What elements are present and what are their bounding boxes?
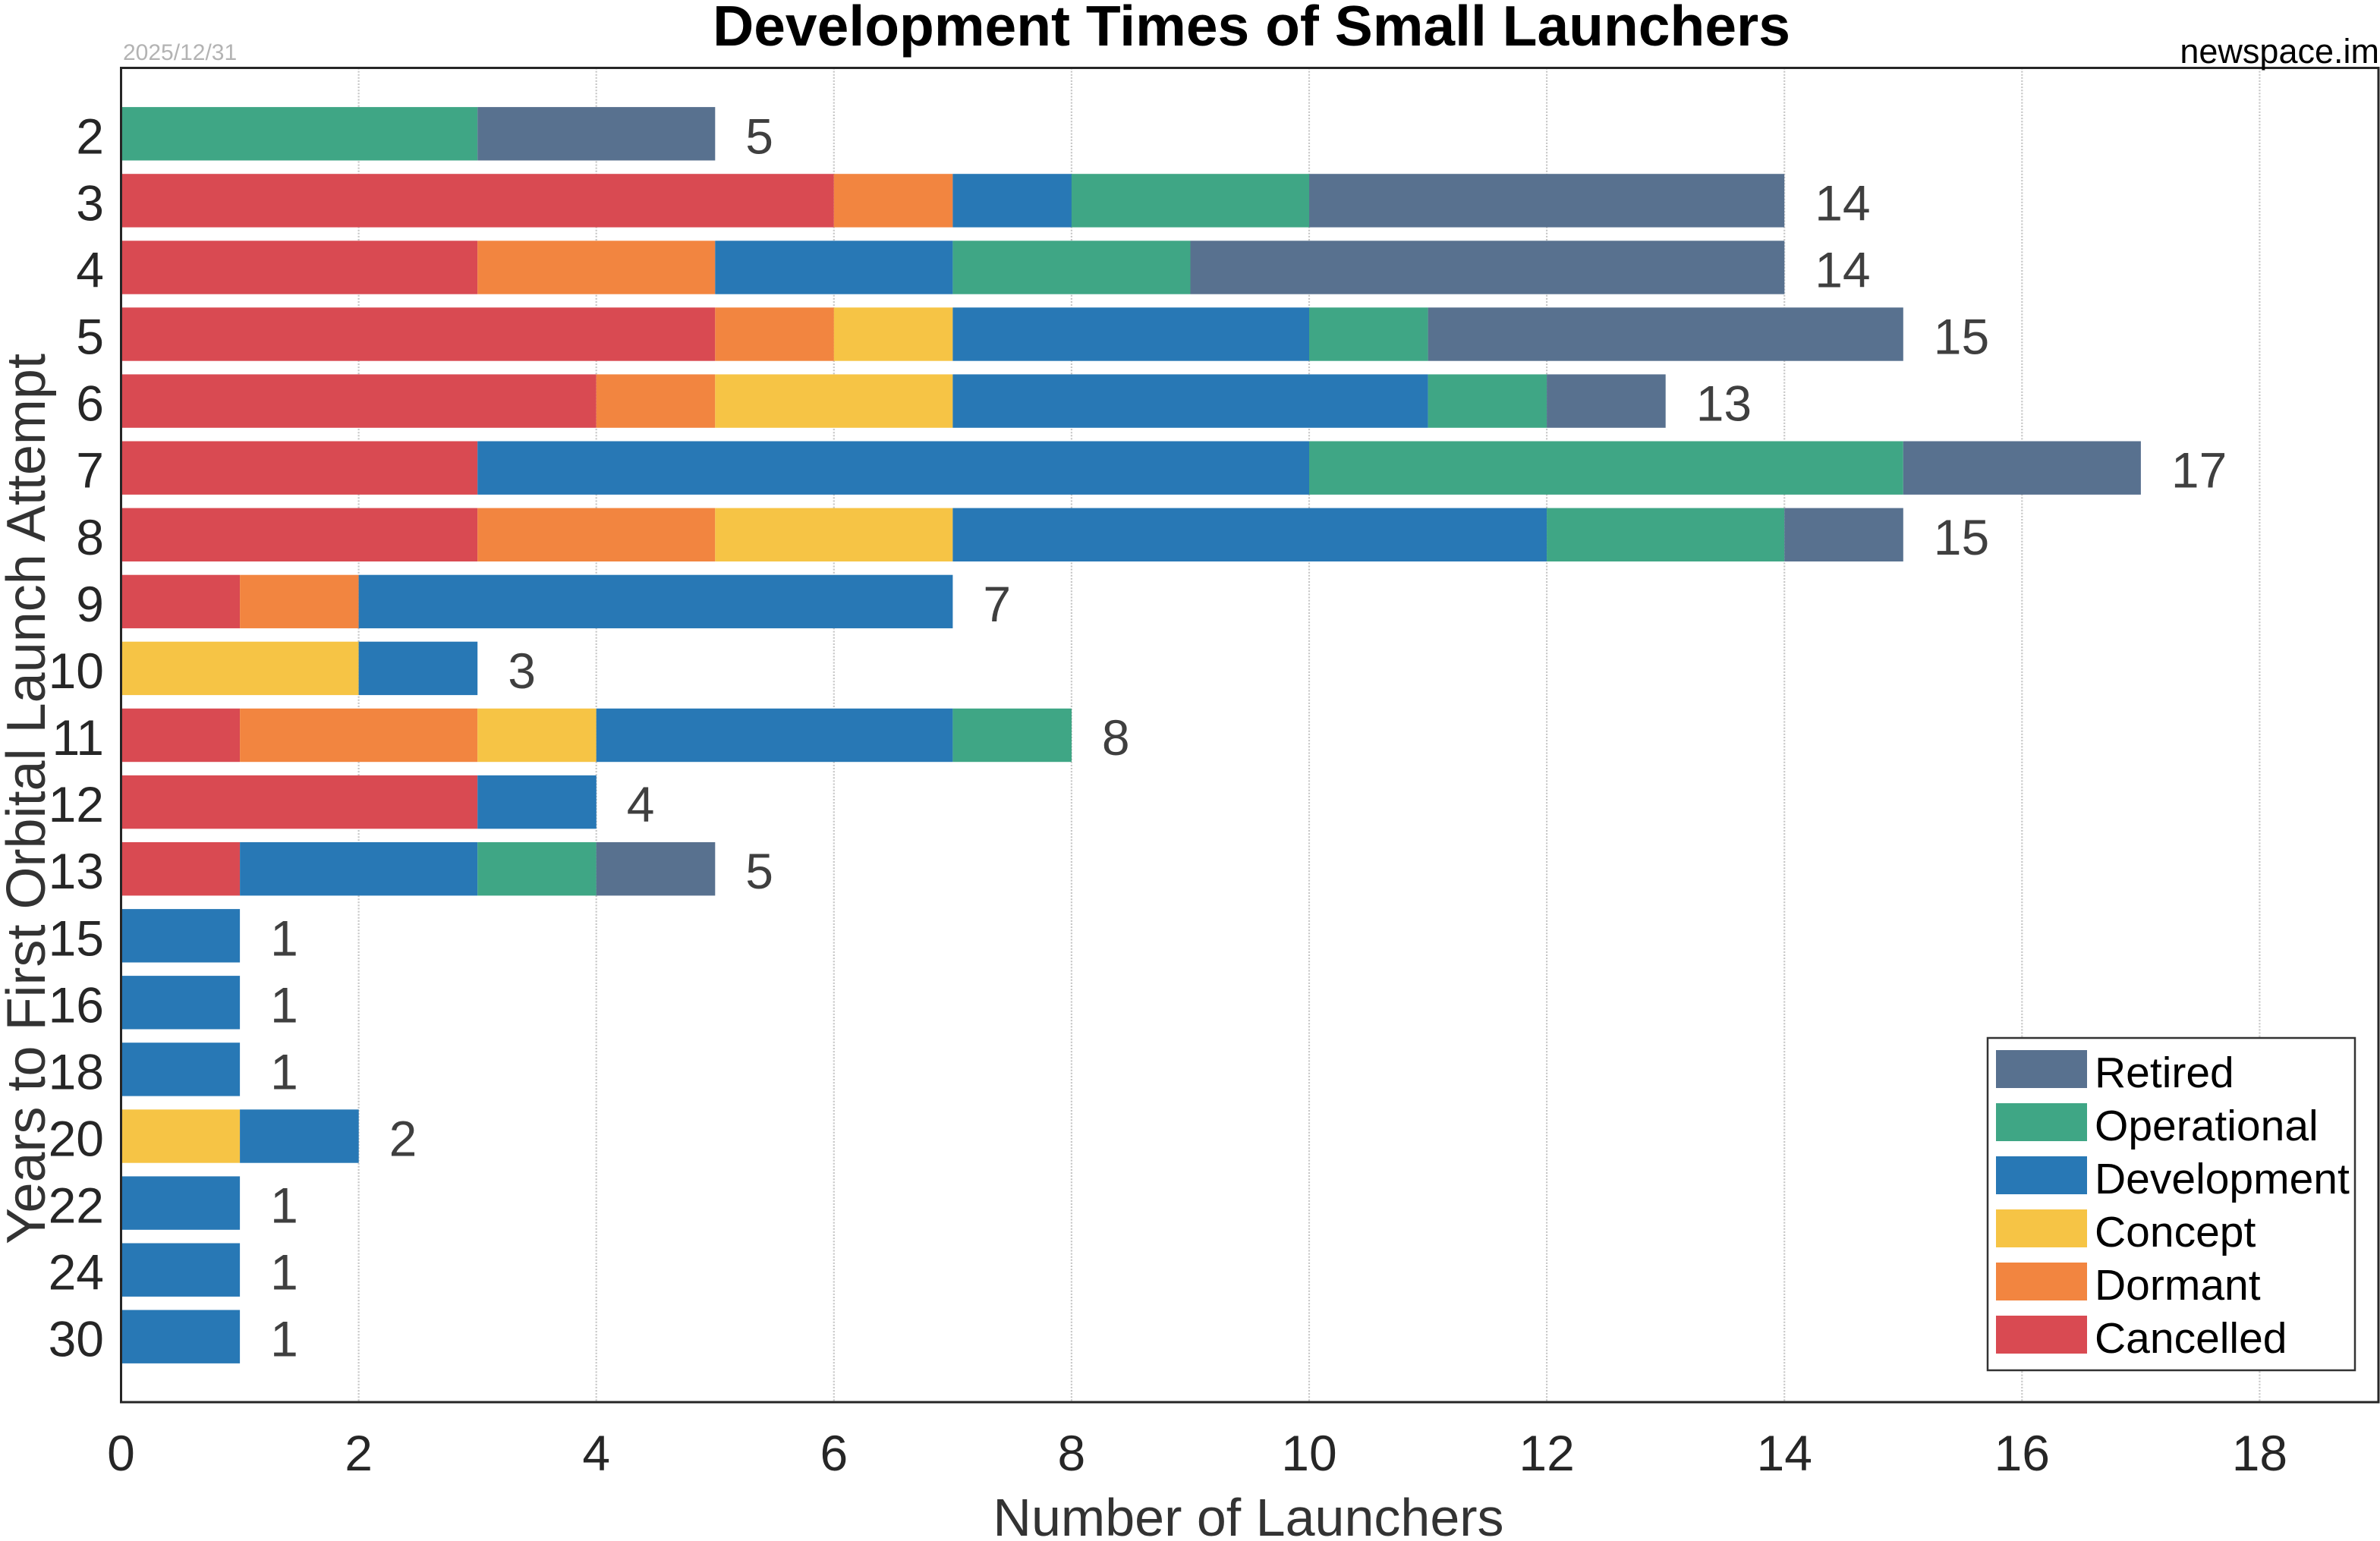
svg-text:7: 7 — [76, 442, 104, 498]
svg-text:16: 16 — [1994, 1425, 2050, 1481]
svg-text:30: 30 — [49, 1311, 104, 1367]
svg-text:18: 18 — [2232, 1425, 2287, 1481]
svg-text:6: 6 — [820, 1425, 848, 1481]
svg-text:10: 10 — [1281, 1425, 1336, 1481]
svg-text:2: 2 — [76, 108, 104, 164]
svg-text:22: 22 — [49, 1178, 104, 1234]
svg-text:3: 3 — [508, 643, 536, 699]
svg-text:0: 0 — [107, 1425, 135, 1481]
svg-text:13: 13 — [49, 843, 104, 899]
svg-text:8: 8 — [1058, 1425, 1086, 1481]
svg-text:11: 11 — [52, 709, 104, 766]
svg-text:14: 14 — [1815, 242, 1870, 298]
svg-text:12: 12 — [49, 776, 104, 832]
svg-text:17: 17 — [2171, 442, 2227, 498]
svg-text:2: 2 — [389, 1111, 417, 1167]
svg-text:20: 20 — [49, 1111, 104, 1167]
svg-text:8: 8 — [76, 509, 104, 565]
svg-text:12: 12 — [1519, 1425, 1574, 1481]
svg-text:1: 1 — [270, 1178, 298, 1234]
svg-text:18: 18 — [49, 1043, 104, 1099]
svg-text:4: 4 — [76, 242, 104, 298]
svg-text:1: 1 — [270, 1043, 298, 1099]
svg-text:1: 1 — [270, 976, 298, 1033]
svg-text:5: 5 — [745, 843, 773, 899]
svg-text:14: 14 — [1815, 175, 1870, 231]
svg-text:15: 15 — [1934, 509, 1989, 565]
svg-text:Concept: Concept — [2095, 1208, 2256, 1256]
svg-text:4: 4 — [582, 1425, 610, 1481]
svg-text:15: 15 — [1934, 309, 1989, 365]
svg-text:Cancelled: Cancelled — [2095, 1314, 2287, 1363]
svg-text:Years to First Orbital Launch: Years to First Orbital Launch Attempt — [0, 354, 57, 1244]
svg-text:13: 13 — [1696, 376, 1752, 432]
svg-text:9: 9 — [76, 576, 104, 632]
svg-text:16: 16 — [49, 976, 104, 1033]
svg-text:Dormant: Dormant — [2095, 1261, 2261, 1310]
svg-text:4: 4 — [627, 776, 655, 832]
svg-text:7: 7 — [983, 576, 1011, 632]
svg-text:Retired: Retired — [2095, 1049, 2234, 1097]
svg-text:6: 6 — [76, 376, 104, 432]
svg-text:2025/12/31: 2025/12/31 — [123, 40, 237, 65]
svg-text:10: 10 — [49, 643, 104, 699]
svg-text:newspace.im: newspace.im — [2180, 32, 2379, 71]
svg-text:Number of Launchers: Number of Launchers — [993, 1488, 1503, 1537]
svg-text:5: 5 — [76, 309, 104, 365]
svg-text:Development Times of Small Lau: Development Times of Small Launchers — [713, 0, 1790, 58]
svg-text:5: 5 — [745, 108, 773, 164]
svg-text:24: 24 — [49, 1244, 104, 1300]
svg-text:1: 1 — [270, 910, 298, 966]
svg-text:15: 15 — [49, 910, 104, 966]
svg-text:2: 2 — [345, 1425, 373, 1481]
svg-text:14: 14 — [1756, 1425, 1812, 1481]
svg-text:3: 3 — [76, 175, 104, 231]
svg-text:1: 1 — [270, 1311, 298, 1367]
svg-text:Operational: Operational — [2095, 1102, 2319, 1150]
svg-text:8: 8 — [1102, 709, 1130, 766]
svg-text:Development: Development — [2095, 1155, 2350, 1203]
svg-text:1: 1 — [270, 1244, 298, 1300]
